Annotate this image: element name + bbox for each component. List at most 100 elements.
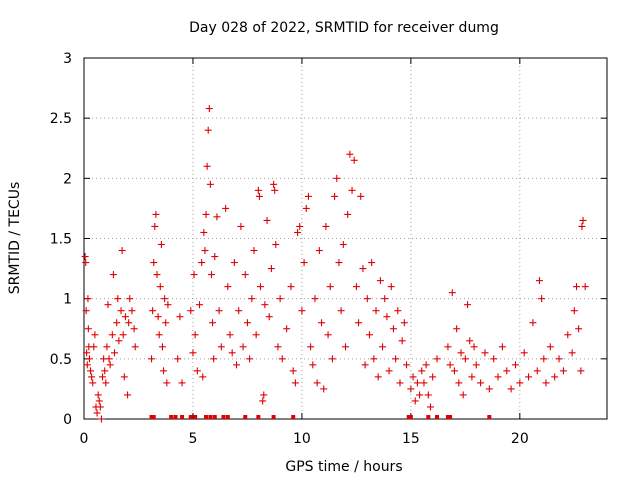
data-point (121, 313, 129, 321)
data-point (392, 355, 400, 363)
data-point (335, 259, 343, 267)
data-point (459, 391, 467, 399)
data-point (472, 361, 480, 369)
data-point (387, 283, 395, 291)
data-point (540, 355, 548, 363)
baseline-point (256, 415, 261, 419)
data-point (125, 319, 133, 327)
data-point (237, 222, 245, 230)
data-point (265, 313, 273, 321)
data-point (213, 213, 221, 221)
data-point (418, 367, 426, 375)
data-point (153, 271, 161, 279)
data-point (119, 331, 127, 339)
data-point (97, 415, 105, 423)
data-point (559, 367, 567, 375)
y-tick-label: 0.5 (50, 352, 72, 368)
data-point (322, 222, 330, 230)
data-point (263, 216, 271, 224)
baseline-point (271, 415, 276, 419)
data-point (211, 253, 219, 261)
data-point (148, 355, 156, 363)
baseline-point (193, 415, 198, 419)
data-point (128, 307, 136, 315)
y-tick-label: 0 (63, 412, 72, 428)
data-point (535, 277, 543, 285)
y-axis-label: SRMTID / TECUs (7, 182, 23, 295)
data-point (468, 373, 476, 381)
data-point (372, 307, 380, 315)
data-point (102, 379, 110, 387)
data-point (157, 241, 165, 249)
baseline-point (243, 415, 248, 419)
data-point (193, 367, 201, 375)
data-point (104, 301, 112, 309)
data-point (490, 355, 498, 363)
data-point (525, 373, 533, 381)
data-point (113, 319, 121, 327)
data-point (239, 343, 247, 351)
data-point (117, 307, 125, 315)
data-point (95, 397, 103, 405)
data-point (383, 313, 391, 321)
data-point (575, 325, 583, 333)
data-point (331, 192, 339, 200)
y-tick-label: 2 (63, 171, 72, 187)
data-point (429, 373, 437, 381)
data-point (470, 343, 478, 351)
data-point (115, 337, 123, 345)
data-point (84, 325, 92, 333)
baseline-point (448, 415, 453, 419)
data-point (581, 283, 589, 291)
axis-ticks: 0 5 10 15 20 0 0.5 1 1.5 2 2.5 3 (50, 51, 607, 447)
data-point (570, 307, 578, 315)
data-point (126, 295, 134, 303)
data-point (520, 349, 528, 357)
data-point (178, 379, 186, 387)
grid-lines (84, 58, 607, 419)
data-point (189, 349, 197, 357)
data-point (233, 361, 241, 369)
data-point (318, 319, 326, 327)
data-point (195, 301, 203, 309)
data-point (99, 373, 107, 381)
data-point (160, 367, 168, 375)
data-point (457, 349, 465, 357)
data-point (344, 210, 352, 218)
data-point (176, 313, 184, 321)
data-point (83, 349, 91, 357)
baseline-point (406, 415, 411, 419)
data-point (93, 409, 101, 417)
data-point (257, 283, 265, 291)
data-point (448, 289, 456, 297)
data-point (246, 355, 254, 363)
data-point (103, 343, 111, 351)
data-point (355, 319, 363, 327)
data-point (109, 271, 117, 279)
data-point (250, 247, 258, 255)
data-point (82, 259, 90, 267)
data-point (152, 210, 160, 218)
data-point (333, 174, 341, 182)
data-point (298, 307, 306, 315)
data-point (507, 385, 515, 393)
x-tick-label: 5 (188, 431, 197, 447)
data-point (568, 349, 576, 357)
data-point (533, 367, 541, 375)
data-point (551, 373, 559, 381)
data-point (564, 331, 572, 339)
data-point (538, 295, 546, 303)
data-point (416, 391, 424, 399)
data-point (311, 295, 319, 303)
data-point (248, 295, 256, 303)
data-point (199, 373, 207, 381)
data-point (108, 331, 116, 339)
data-point (260, 391, 268, 399)
x-tick-label: 15 (402, 431, 420, 447)
data-point (271, 186, 279, 194)
data-point (326, 283, 334, 291)
baseline-point (445, 415, 450, 419)
data-point (91, 331, 99, 339)
data-point (572, 283, 580, 291)
